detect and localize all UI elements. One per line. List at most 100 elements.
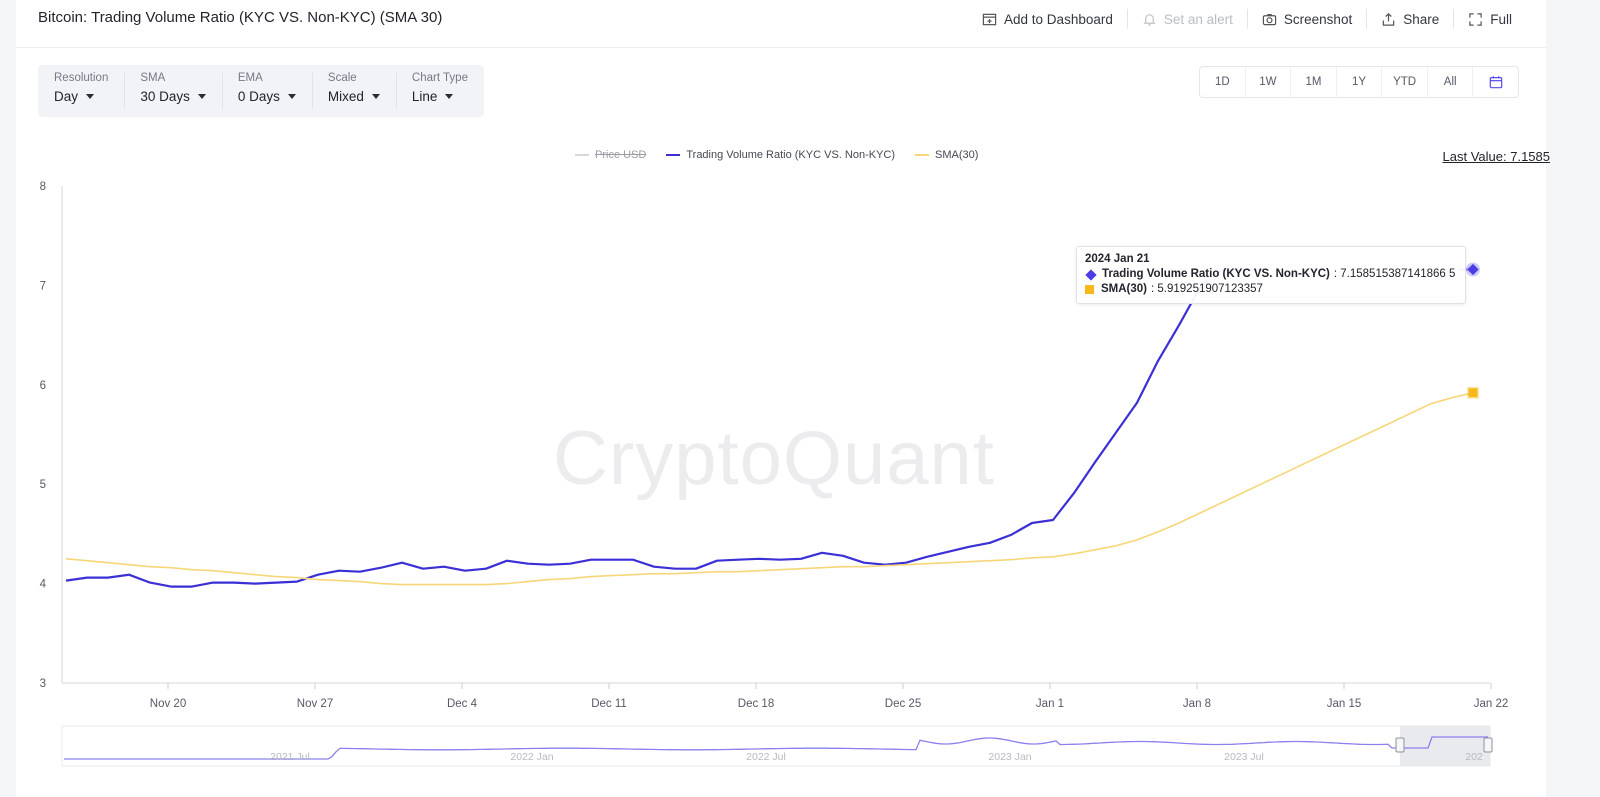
chevron-down-icon <box>371 94 380 99</box>
last-value-link[interactable]: Last Value: 7.1585 <box>1442 149 1550 164</box>
chart-legend: Price USD Trading Volume Ratio (KYC VS. … <box>575 149 978 161</box>
tooltip-row-sma: SMA(30) : 5.919251907123357 <box>1085 282 1457 297</box>
range-all-button[interactable]: All <box>1426 67 1473 97</box>
ratio-series-line <box>65 268 1263 588</box>
set-alert-button[interactable]: Set an alert <box>1126 9 1247 29</box>
y-tick-label: 8 <box>40 181 46 193</box>
navigator-label: 2022 Jan <box>510 751 553 763</box>
share-icon <box>1382 12 1395 26</box>
square-icon <box>1085 285 1094 294</box>
chevron-down-icon <box>86 94 95 99</box>
chevron-down-icon <box>287 94 296 99</box>
range-1m-button[interactable]: 1M <box>1290 67 1336 97</box>
screenshot-label: Screenshot <box>1283 11 1353 27</box>
add-to-dashboard-button[interactable]: Add to Dashboard <box>968 9 1127 29</box>
chevron-down-icon <box>445 94 454 99</box>
navigator-handle-right[interactable] <box>1483 737 1493 753</box>
ema-label: EMA <box>237 72 263 84</box>
chart-tooltip: 2024 Jan 21 Trading Volume Ratio (KYC VS… <box>1076 246 1466 304</box>
navigator-selection <box>1400 726 1490 766</box>
legend-swatch-sma <box>915 154 930 156</box>
chart-header: Bitcoin: Trading Volume Ratio (KYC VS. N… <box>16 0 1546 48</box>
legend-item-ratio[interactable]: Trading Volume Ratio (KYC VS. Non-KYC) <box>666 149 895 161</box>
navigator-label: 2021 Jul <box>270 751 310 763</box>
x-tick-label: Dec 11 <box>591 698 627 710</box>
x-tick-label: Nov 20 <box>150 698 186 710</box>
diamond-icon <box>1085 268 1097 281</box>
range-1y-button[interactable]: 1Y <box>1335 67 1382 97</box>
range-selector: 1D 1W 1M 1Y YTD All <box>1199 66 1519 98</box>
set-alert-label: Set an alert <box>1163 11 1233 27</box>
chart-controls: Resolution Day SMA 30 Days EMA 0 Days Sc… <box>38 65 484 117</box>
dashboard-add-icon <box>982 13 997 25</box>
x-tick-label: Dec 25 <box>885 698 921 710</box>
ema-select[interactable]: EMA 0 Days <box>221 65 312 117</box>
chevron-down-icon <box>197 94 206 99</box>
x-tick-label: Jan 8 <box>1183 698 1211 710</box>
bell-icon <box>1143 13 1156 26</box>
watermark: CryptoQuant <box>553 416 995 501</box>
chart-type-value: Line <box>411 89 438 104</box>
tooltip-ratio-name: Trading Volume Ratio (KYC VS. Non-KYC) <box>1102 268 1330 280</box>
chart-navigator[interactable]: 2021 Jul 2022 Jan 2022 Jul 2023 Jan 2023 Jul… <box>61 725 1493 767</box>
navigator-handle-left[interactable] <box>1395 737 1405 753</box>
calendar-icon <box>1489 76 1503 89</box>
tooltip-sma-name: SMA(30) <box>1101 283 1148 295</box>
sma-value: 30 Days <box>140 89 190 104</box>
sma-series-line <box>65 392 1474 586</box>
screenshot-button[interactable]: Screenshot <box>1246 9 1366 29</box>
range-1w-button[interactable]: 1W <box>1244 67 1291 97</box>
x-tick-label: Jan 15 <box>1327 698 1362 710</box>
tooltip-date: 2024 Jan 21 <box>1085 253 1150 265</box>
calendar-button[interactable] <box>1472 67 1518 97</box>
header-actions: Add to Dashboard Set an alert Screenshot… <box>968 9 1526 29</box>
y-tick-label: 6 <box>40 380 46 392</box>
chart-title: Bitcoin: Trading Volume Ratio (KYC VS. N… <box>38 9 443 26</box>
x-tick-label: Dec 4 <box>447 698 478 710</box>
camera-icon <box>1262 13 1277 25</box>
range-ytd-button[interactable]: YTD <box>1381 67 1427 97</box>
share-label: Share <box>1403 11 1440 27</box>
x-tick-label: Dec 18 <box>738 698 774 710</box>
legend-swatch-price <box>575 154 589 156</box>
ema-value: 0 Days <box>237 89 280 104</box>
scale-select[interactable]: Scale Mixed <box>311 65 396 117</box>
navigator-label: 2023 Jul <box>1224 751 1264 763</box>
fullscreen-button[interactable]: Full <box>1453 9 1526 29</box>
scale-label: Scale <box>327 72 357 84</box>
y-tick-label: 5 <box>40 479 46 491</box>
y-tick-label: 4 <box>40 579 47 591</box>
resolution-value: Day <box>54 89 79 104</box>
legend-item-sma[interactable]: SMA(30) <box>915 149 978 161</box>
chart-series <box>65 262 1480 588</box>
resolution-select[interactable]: Resolution Day <box>38 65 124 117</box>
ratio-hover-point <box>1467 263 1479 276</box>
sma-hover-point <box>1468 388 1478 398</box>
chart-axes: 3 4 5 6 7 8 Nov 20 Nov 27 Dec 4 Dec 11 Dec 18 Dec 2… <box>40 181 1509 710</box>
sma-select[interactable]: SMA 30 Days <box>124 65 222 117</box>
chart-type-select[interactable]: Chart Type Line <box>395 65 484 117</box>
navigator-line <box>64 736 1488 760</box>
legend-swatch-ratio <box>666 154 681 156</box>
y-tick-label: 7 <box>40 280 46 292</box>
range-1d-button[interactable]: 1D <box>1214 76 1230 88</box>
resolution-label: Resolution <box>54 72 109 84</box>
scale-value: Mixed <box>327 89 364 104</box>
legend-label-ratio: Trading Volume Ratio (KYC VS. Non-KYC) <box>686 149 896 161</box>
add-to-dashboard-label: Add to Dashboard <box>1004 11 1113 27</box>
legend-label-price: Price USD <box>595 149 647 161</box>
legend-item-price[interactable]: Price USD <box>575 149 646 161</box>
navigator-label: 2023 Jan <box>988 751 1031 763</box>
chart-type-label: Chart Type <box>411 72 468 84</box>
legend-label-sma: SMA(30) <box>935 149 979 161</box>
x-tick-label: Nov 27 <box>297 698 333 710</box>
tooltip-row-ratio: Trading Volume Ratio (KYC VS. Non-KYC) :… <box>1085 267 1457 282</box>
share-button[interactable]: Share <box>1366 9 1453 29</box>
tooltip-sma-value: : 5.919251907123357 <box>1151 283 1263 295</box>
sma-label: SMA <box>140 72 166 84</box>
fullscreen-icon <box>1469 12 1482 26</box>
x-tick-label: Jan 22 <box>1474 698 1509 710</box>
tooltip-ratio-value: : 7.158515387141866 5 <box>1333 268 1456 280</box>
navigator-label: 2022 Jul <box>746 751 786 763</box>
